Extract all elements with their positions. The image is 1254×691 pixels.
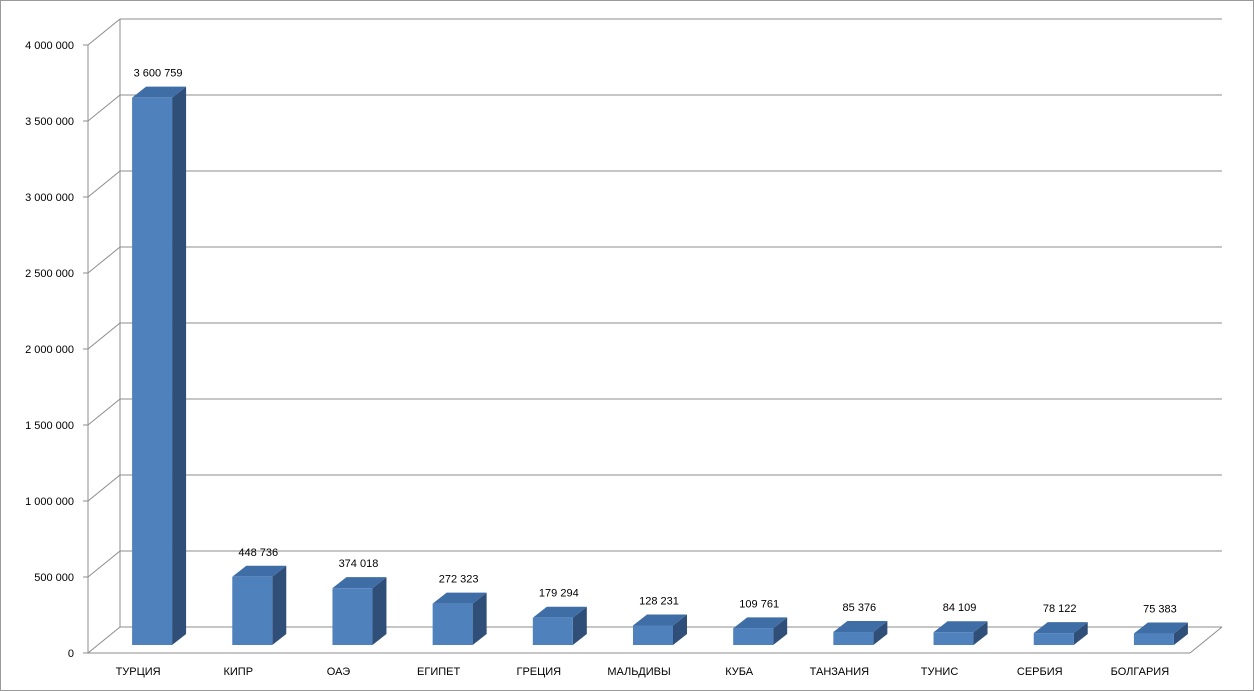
bar-front [1133,633,1174,645]
y-tick-label: 0 [68,648,74,660]
gridline-diagonal [87,246,121,274]
bar [733,617,788,645]
y-tick-label: 4 000 000 [25,40,74,52]
gridline-diagonal [87,474,121,502]
data-label: 374 018 [339,558,379,570]
bar [332,577,387,645]
bar-side [172,86,187,645]
bar-side [472,592,487,645]
data-label: 3 600 759 [134,68,183,80]
bar [633,614,687,645]
bar-front [532,617,573,645]
bar-side [973,621,988,645]
gridlines [87,18,1222,654]
bar-top [432,592,487,604]
bar-front [733,628,774,645]
data-label: 128 231 [639,596,679,608]
bar-top [232,565,287,577]
floor-right-edge [1189,626,1223,654]
bar-side [1173,622,1188,645]
bars [132,86,1188,645]
bar-front [833,632,874,645]
bar-front [432,603,473,645]
data-label: 179 294 [539,588,579,600]
bar-side [873,621,888,645]
data-label: 109 761 [739,598,779,610]
labels: 0 500 000 1 000 000 1 500 000 2 000 000 2 500… [25,40,1177,678]
gridline-diagonal [87,398,121,426]
bar-side [673,614,687,645]
bar [132,86,187,645]
category-label: ТУРЦИЯ [116,666,161,678]
bar-top [1033,622,1088,634]
bar-front [933,632,974,645]
y-tick-label: 1 500 000 [25,420,74,432]
category-label: КУБА [725,666,753,678]
category-label: ОАЭ [327,666,350,678]
bar-top [733,617,788,629]
gridline-diagonal [87,550,121,578]
bar-front [132,97,173,645]
bar-top [1133,622,1188,634]
bar-top [532,606,587,618]
category-label: КИПР [223,666,253,678]
gridline-diagonal [87,170,121,198]
bar [532,606,587,645]
data-label: 272 323 [439,574,479,586]
category-label: БОЛГАРИЯ [1111,666,1170,678]
bar-side [372,577,387,645]
gridline-diagonal [87,18,121,46]
bar [1133,622,1188,645]
bar-top [332,577,387,589]
bar [833,621,888,645]
y-tick-label: 2 500 000 [25,268,74,280]
bar-side [1073,622,1088,645]
axes [83,19,1223,654]
category-label: ГРЕЦИЯ [517,666,562,678]
bar-front [232,576,273,645]
category-label: МАЛЬДИВЫ [607,666,670,678]
category-label: ТУНИС [921,666,959,678]
gridline-diagonal [87,626,121,654]
y-tick-label: 500 000 [34,572,74,584]
category-label: ТАНЗАНИЯ [810,666,869,678]
bar-side [773,617,788,645]
bar [232,565,287,645]
data-label: 75 383 [1143,604,1177,616]
bar-side [572,606,587,645]
bar-top [833,621,888,633]
bar-front [1033,633,1074,645]
data-label: 84 109 [943,602,977,614]
data-label: 78 122 [1043,603,1077,615]
gridline-diagonal [87,322,121,350]
bar-front [633,625,673,645]
bar [1033,622,1088,645]
data-label: 448 736 [238,547,278,559]
bar-top [933,621,988,633]
category-label: СЕРБИЯ [1017,666,1063,678]
y-tick-label: 2 000 000 [25,344,74,356]
bar-side [272,565,287,645]
y-tick-label: 3 500 000 [25,116,74,128]
bar-front [332,588,373,645]
bar [933,621,988,645]
gridline-diagonal [87,94,121,122]
category-label: ЕГИПЕТ [417,666,460,678]
bar [432,592,487,645]
y-tick-label: 1 000 000 [25,496,74,508]
y-tick-label: 3 000 000 [25,192,74,204]
data-label: 85 376 [843,602,877,614]
bar-top [132,86,187,98]
bar-top [633,614,687,626]
